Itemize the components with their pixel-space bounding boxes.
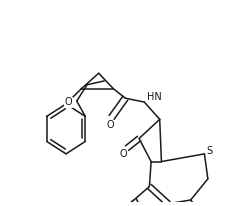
Text: O: O bbox=[119, 149, 127, 159]
Text: S: S bbox=[206, 146, 212, 156]
Text: O: O bbox=[65, 97, 72, 107]
Text: HN: HN bbox=[146, 92, 161, 102]
Text: O: O bbox=[106, 120, 114, 130]
